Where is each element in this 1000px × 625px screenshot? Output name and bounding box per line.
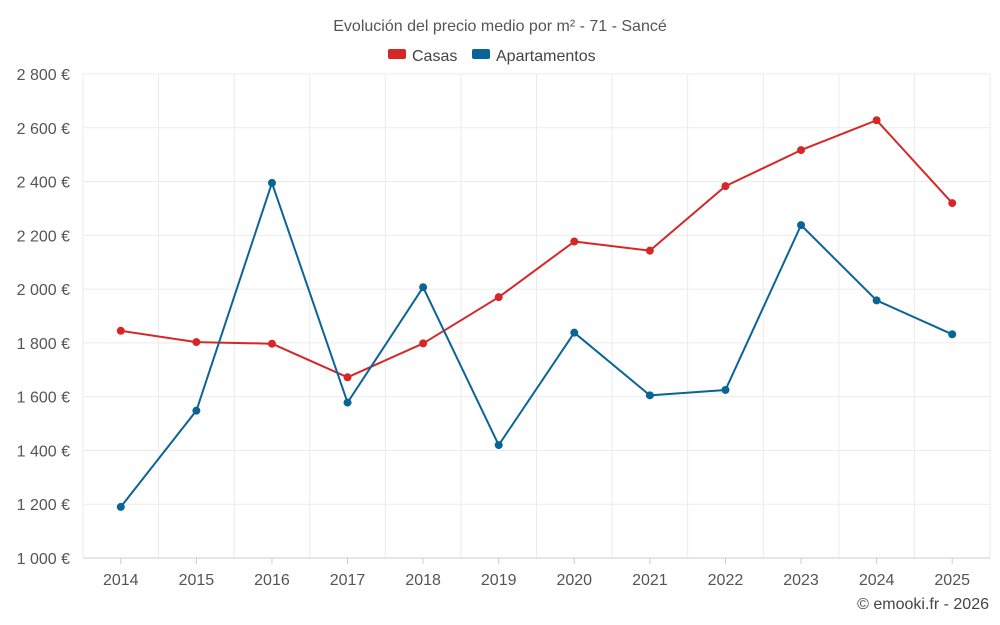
x-tick-label: 2021	[632, 572, 668, 589]
series-line-casas	[120, 119, 953, 379]
legend: Casas Apartamentos	[388, 48, 596, 65]
data-point-casas[interactable]	[419, 339, 428, 348]
data-point-apartamentos[interactable]	[797, 221, 806, 230]
series-line-apartamentos	[120, 181, 953, 508]
data-point-casas[interactable]	[343, 373, 352, 382]
legend-swatch	[472, 49, 490, 59]
series-layer	[116, 116, 957, 511]
data-point-apartamentos[interactable]	[721, 385, 730, 394]
y-tick-label: 1 000 €	[17, 551, 70, 568]
data-point-casas[interactable]	[797, 146, 806, 155]
data-point-apartamentos[interactable]	[343, 398, 352, 407]
data-point-apartamentos[interactable]	[872, 296, 881, 305]
x-tick-label: 2025	[934, 572, 970, 589]
data-point-apartamentos[interactable]	[116, 502, 125, 511]
x-tick-label: 2014	[103, 572, 139, 589]
y-tick-label: 2 800 €	[17, 67, 70, 84]
legend-item-casas[interactable]: Casas	[388, 48, 457, 65]
axes: 1 000 € 1 200 € 1 400 € 1 600 € 1 800 € 2 000…	[17, 67, 990, 589]
x-tick-label: 2015	[179, 572, 215, 589]
legend-label: Casas	[412, 48, 457, 65]
data-point-apartamentos[interactable]	[267, 178, 276, 187]
legend-label: Apartamentos	[496, 48, 596, 65]
y-tick-label: 2 000 €	[17, 282, 70, 299]
y-tick-label: 2 200 €	[17, 228, 70, 245]
data-point-casas[interactable]	[645, 246, 654, 255]
data-point-casas[interactable]	[192, 338, 201, 347]
legend-item-apartamentos[interactable]: Apartamentos	[472, 48, 596, 65]
legend-swatch	[388, 49, 406, 59]
y-tick-label: 1 200 €	[17, 497, 70, 514]
y-tick-label: 1 600 €	[17, 390, 70, 407]
data-point-apartamentos[interactable]	[948, 330, 957, 339]
data-point-apartamentos[interactable]	[494, 441, 503, 450]
data-point-casas[interactable]	[494, 293, 503, 302]
y-tick-label: 2 600 €	[17, 121, 70, 138]
data-point-casas[interactable]	[267, 339, 276, 348]
y-tick-label: 1 800 €	[17, 336, 70, 353]
data-point-apartamentos[interactable]	[192, 406, 201, 415]
data-point-casas[interactable]	[116, 326, 125, 335]
data-point-casas[interactable]	[721, 182, 730, 191]
data-point-apartamentos[interactable]	[570, 328, 579, 337]
grid	[82, 73, 991, 558]
x-tick-label: 2019	[481, 572, 517, 589]
y-tick-label: 2 400 €	[17, 175, 70, 192]
chart-title: Evolución del precio medio por m² - 71 -…	[333, 18, 667, 35]
data-point-casas[interactable]	[570, 237, 579, 246]
data-point-apartamentos[interactable]	[645, 391, 654, 400]
x-tick-label: 2017	[330, 572, 366, 589]
data-point-casas[interactable]	[948, 199, 957, 208]
x-tick-label: 2018	[405, 572, 441, 589]
x-tick-label: 2020	[556, 572, 592, 589]
data-point-casas[interactable]	[872, 116, 881, 125]
y-tick-label: 1 400 €	[17, 443, 70, 460]
x-tick-label: 2016	[254, 572, 290, 589]
data-point-apartamentos[interactable]	[419, 283, 428, 292]
x-tick-label: 2023	[783, 572, 819, 589]
credit-text: © emooki.fr - 2026	[857, 596, 989, 613]
x-tick-label: 2024	[859, 572, 895, 589]
x-tick-label: 2022	[708, 572, 744, 589]
